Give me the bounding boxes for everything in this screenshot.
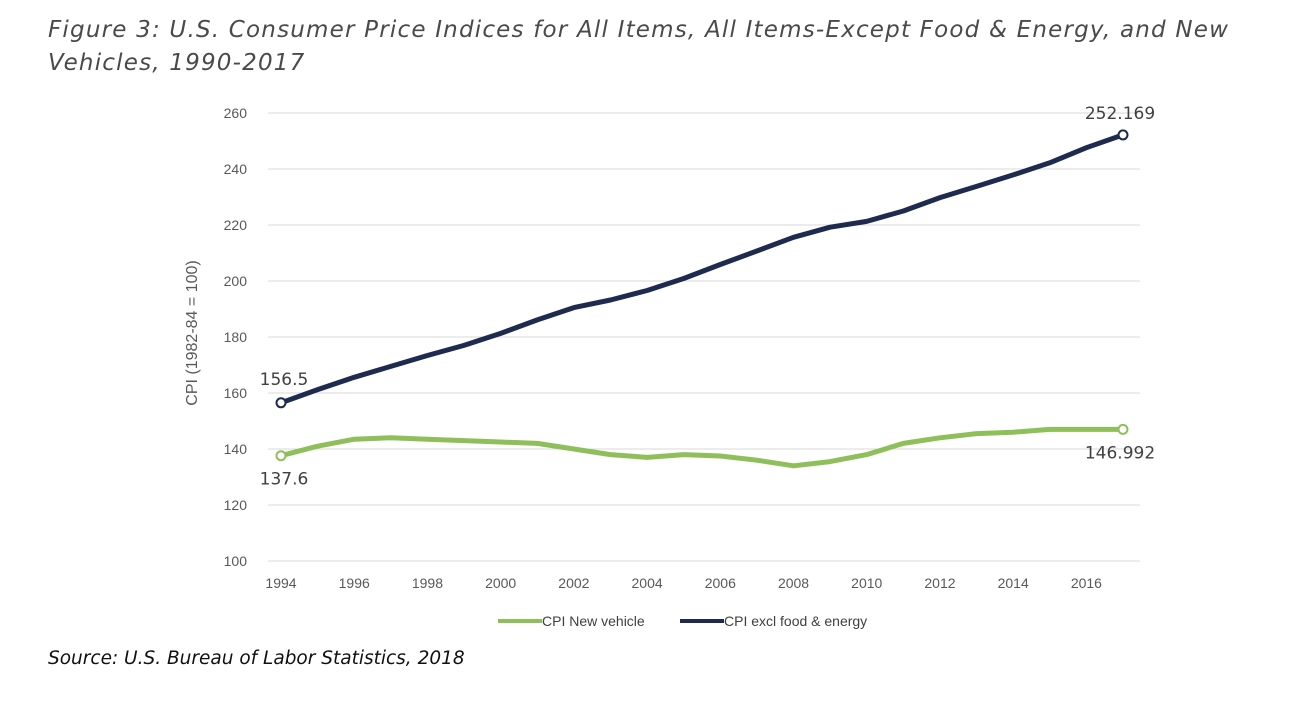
- y-axis-ticks: 100 120 140 160 180 200 220 240 260: [224, 105, 248, 569]
- y-tick-label: 240: [224, 161, 248, 177]
- start-marker: [275, 450, 287, 462]
- x-tick-label: 2014: [998, 575, 1029, 591]
- x-tick-label: 2016: [1071, 575, 1102, 591]
- x-tick-label: 2010: [851, 575, 882, 591]
- y-tick-label: 260: [224, 105, 248, 121]
- x-tick-label: 2004: [632, 575, 663, 591]
- data-label-start: 137.6: [260, 470, 309, 490]
- x-tick-label: 1996: [339, 575, 370, 591]
- y-tick-label: 120: [224, 497, 248, 513]
- data-labels: 137.6 146.992 156.5 252.169: [260, 104, 1155, 490]
- x-tick-label: 2000: [485, 575, 516, 591]
- x-axis-ticks: 1994 1996 1998 2000 2002 2004 2006 2008 2010 2012…: [265, 575, 1102, 591]
- legend-label: CPI excl food & energy: [724, 613, 867, 629]
- source-note: Source: U.S. Bureau of Labor Statistics,…: [48, 648, 465, 669]
- x-tick-label: 2008: [778, 575, 809, 591]
- x-tick-label: 2012: [924, 575, 955, 591]
- start-marker: [275, 397, 287, 409]
- y-axis-label: CPI (1982-84 = 100): [184, 260, 201, 405]
- y-tick-label: 200: [224, 273, 248, 289]
- y-tick-label: 220: [224, 217, 248, 233]
- x-tick-label: 2002: [558, 575, 589, 591]
- y-tick-label: 140: [224, 441, 248, 457]
- series-line: [278, 132, 1126, 406]
- legend-label: CPI New vehicle: [542, 613, 645, 629]
- x-tick-label: 1994: [265, 575, 296, 591]
- series-lines: [278, 132, 1126, 469]
- x-tick-label: 1998: [412, 575, 443, 591]
- legend: CPI New vehicle CPI excl food & energy: [498, 613, 867, 629]
- x-tick-label: 2006: [705, 575, 736, 591]
- y-tick-label: 160: [224, 385, 248, 401]
- endpoint-markers: [275, 129, 1129, 462]
- gridlines: [268, 112, 1140, 562]
- series-line: [278, 426, 1126, 469]
- y-tick-label: 180: [224, 329, 248, 345]
- data-label-end: 252.169: [1085, 104, 1155, 124]
- end-marker: [1117, 423, 1129, 435]
- data-label-start: 156.5: [260, 370, 309, 390]
- data-label-end: 146.992: [1085, 443, 1155, 463]
- y-tick-label: 100: [224, 553, 248, 569]
- end-marker: [1117, 129, 1129, 141]
- figure-title: Figure 3: U.S. Consumer Price Indices fo…: [48, 17, 1230, 76]
